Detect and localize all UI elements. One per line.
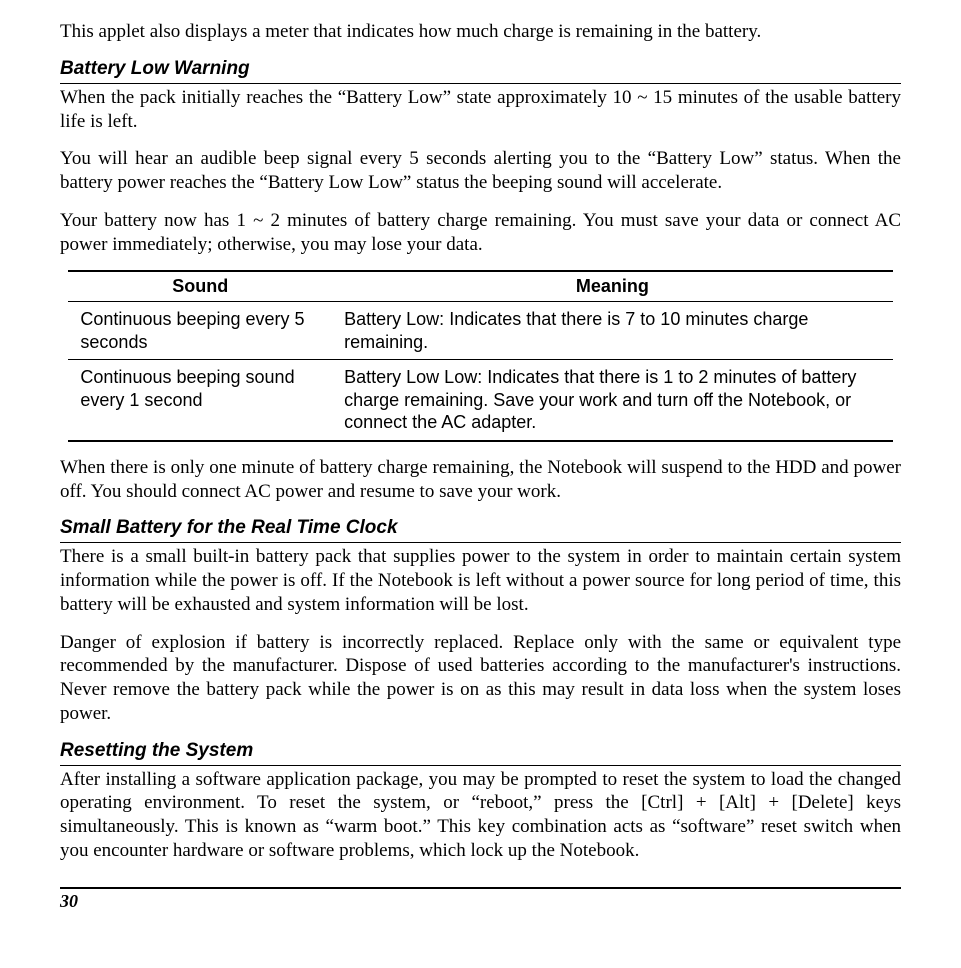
page-number: 30 [60,891,78,911]
table-cell-sound: Continuous beeping every 5 seconds [68,302,332,360]
table-header-meaning: Meaning [332,271,892,302]
paragraph: You will hear an audible beep signal eve… [60,147,901,195]
paragraph: After installing a software application … [60,768,901,863]
paragraph: When there is only one minute of battery… [60,456,901,504]
table-cell-meaning: Battery Low Low: Indicates that there is… [332,360,892,441]
table-header-sound: Sound [68,271,332,302]
table-header-row: Sound Meaning [68,271,892,302]
footer-rule: 30 [60,887,901,913]
table-row: Continuous beeping sound every 1 second … [68,360,892,441]
sound-meaning-table: Sound Meaning Continuous beeping every 5… [68,270,892,442]
table-cell-sound: Continuous beeping sound every 1 second [68,360,332,441]
heading-battery-low-warning: Battery Low Warning [60,58,901,84]
intro-paragraph: This applet also displays a meter that i… [60,20,901,44]
paragraph: When the pack initially reaches the “Bat… [60,86,901,134]
heading-resetting-system: Resetting the System [60,740,901,766]
table-cell-meaning: Battery Low: Indicates that there is 7 t… [332,302,892,360]
table-row: Continuous beeping every 5 seconds Batte… [68,302,892,360]
paragraph: Your battery now has 1 ~ 2 minutes of ba… [60,209,901,257]
paragraph: There is a small built-in battery pack t… [60,545,901,616]
paragraph: Danger of explosion if battery is incorr… [60,631,901,726]
heading-small-battery-rtc: Small Battery for the Real Time Clock [60,517,901,543]
